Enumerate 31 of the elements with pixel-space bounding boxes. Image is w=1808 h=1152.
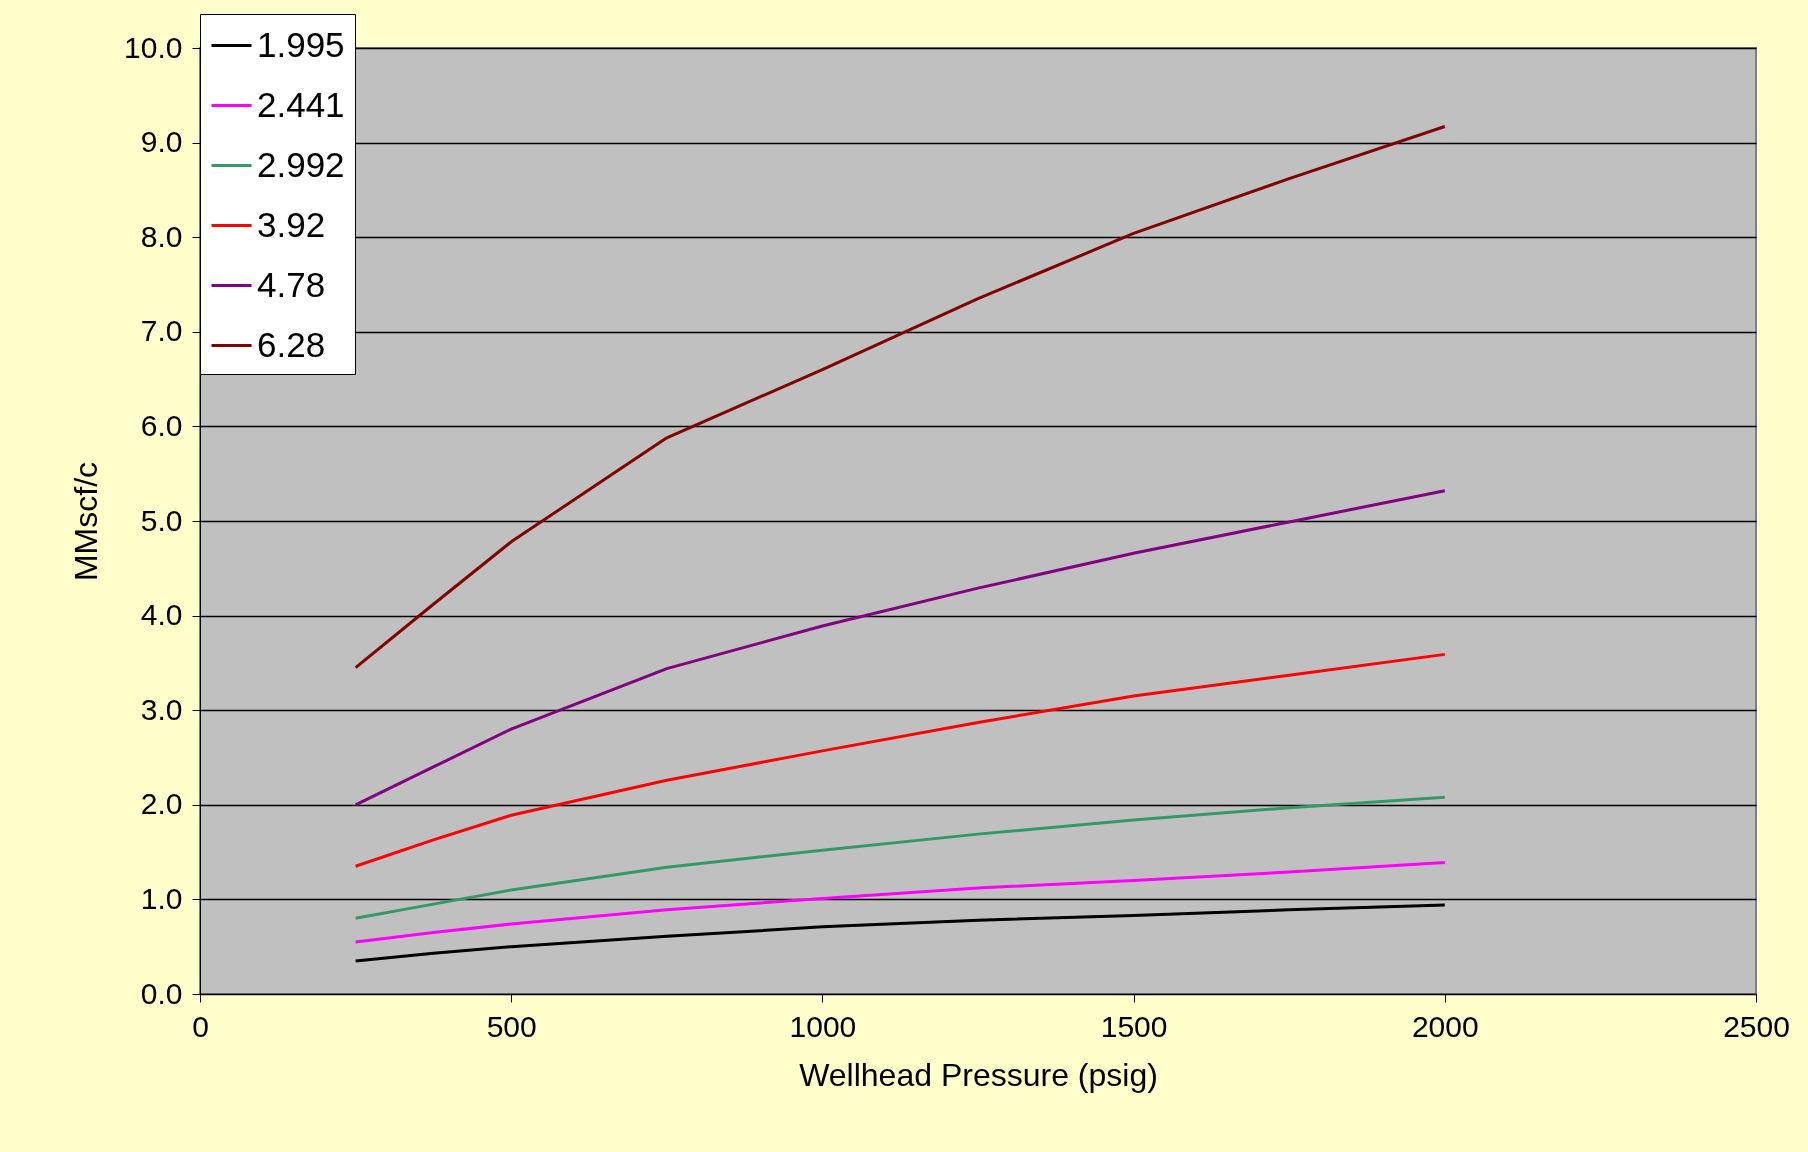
legend-label: 4.78 — [257, 264, 326, 304]
y-tick-label: 9.0 — [140, 125, 183, 159]
line-series — [354, 861, 1447, 944]
x-tick-label: 500 — [486, 1009, 537, 1043]
y-tick-label: 7.0 — [140, 314, 183, 348]
legend-label: 2.441 — [257, 84, 345, 124]
legend-label: 3.92 — [257, 204, 326, 244]
x-tick-label: 1500 — [1100, 1009, 1168, 1043]
y-tick-label: 0.0 — [140, 976, 183, 1010]
legend-label: 1.995 — [257, 24, 345, 64]
y-axis-title: MMscf/c — [68, 461, 105, 582]
line-series — [354, 125, 1447, 670]
line-series — [354, 489, 1447, 807]
y-tick-label: 2.0 — [140, 787, 183, 821]
line-series — [354, 903, 1447, 963]
y-tick-label: 10.0 — [124, 30, 183, 64]
legend-label: 6.28 — [257, 324, 326, 364]
y-tick-label: 5.0 — [140, 503, 183, 537]
y-tick-label: 4.0 — [140, 598, 183, 632]
x-tick-label: 2500 — [1723, 1009, 1790, 1043]
y-tick-label: 6.0 — [140, 408, 183, 442]
line-series — [354, 795, 1447, 920]
x-tick-label: 2000 — [1411, 1009, 1479, 1043]
y-tick-label: 3.0 — [140, 692, 183, 726]
x-axis-title: Wellhead Pressure (psig) — [799, 1056, 1158, 1093]
legend-label: 2.992 — [257, 144, 345, 184]
y-tick-label: 8.0 — [140, 219, 183, 253]
x-tick-label: 1000 — [789, 1009, 857, 1043]
y-tick-label: 1.0 — [140, 881, 183, 915]
line-series — [354, 652, 1447, 868]
x-tick-label: 0 — [192, 1009, 209, 1043]
